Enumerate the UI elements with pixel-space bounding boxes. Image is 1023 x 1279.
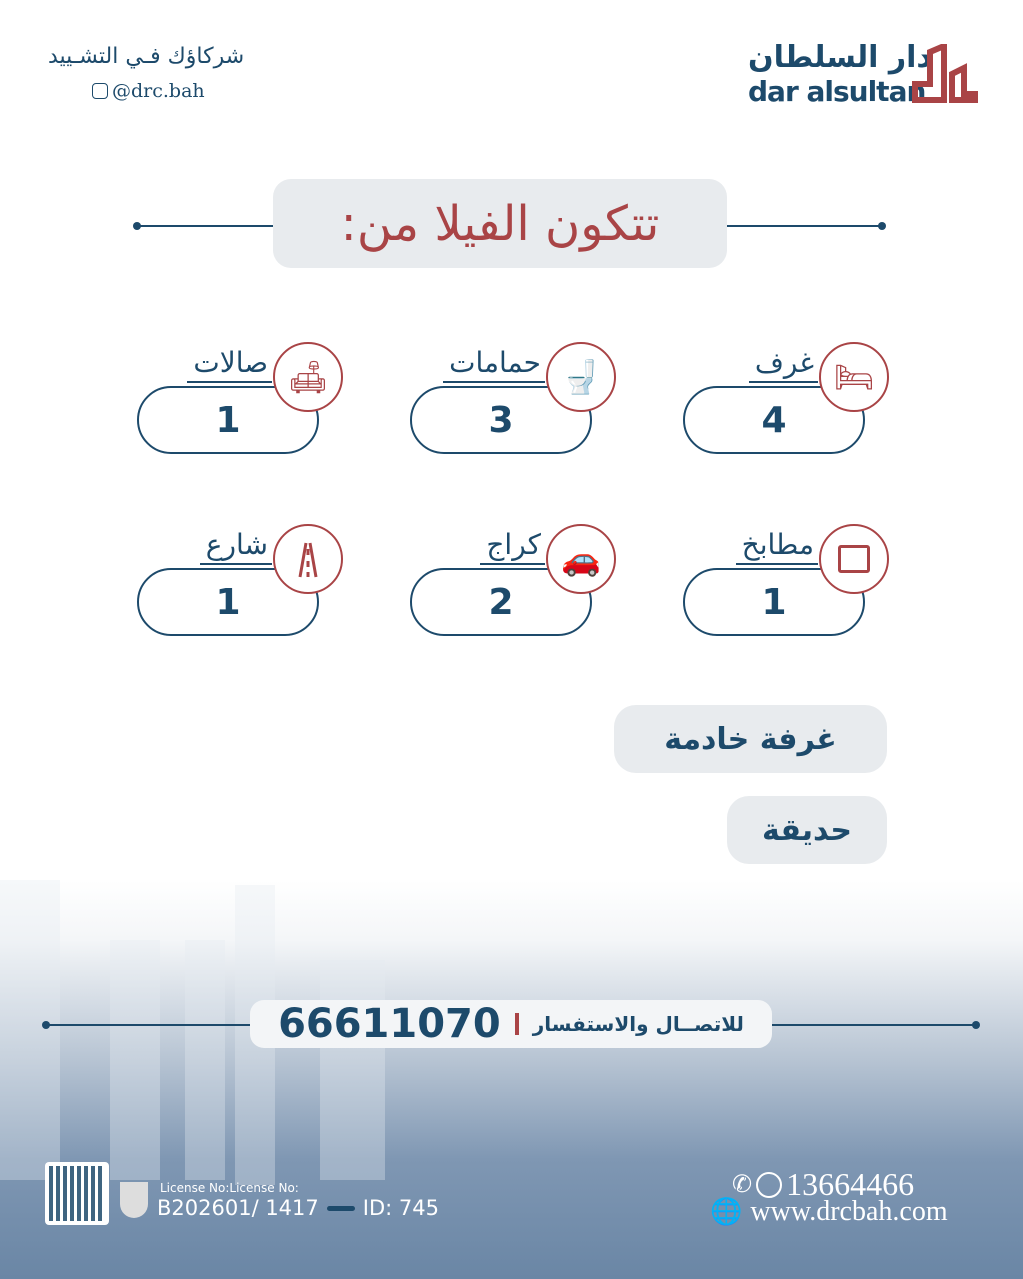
toilet-icon: 🚽 xyxy=(546,342,616,412)
title-line-right xyxy=(727,225,882,227)
instagram-handle[interactable]: @drc.bah xyxy=(92,80,205,102)
road-icon xyxy=(273,524,343,594)
license-id: ID: 745 xyxy=(362,1196,439,1220)
oven-icon xyxy=(819,524,889,594)
item-rooms: 4 غرف 🛏 xyxy=(683,336,913,456)
item-label: حمامات xyxy=(443,346,545,383)
footer-phone[interactable]: ✆ 13664466 xyxy=(732,1166,914,1203)
item-label: غرف xyxy=(748,346,818,383)
instagram-text: @drc.bah xyxy=(112,80,205,102)
license-label: License No:License No: xyxy=(160,1181,299,1195)
license-number: B202601/ 1417 xyxy=(157,1196,319,1220)
extra-maid-room: غرفة خادمة xyxy=(614,705,887,773)
phone-icon: ✆ xyxy=(732,1172,753,1198)
shield-emblem-icon xyxy=(120,1182,148,1218)
brand-name-ar: دار السلطان xyxy=(748,40,932,75)
slogan: شركاؤك فـي التشـييد xyxy=(48,44,245,69)
item-garage: 2 كراج 🚗 xyxy=(410,518,640,638)
title-line-left xyxy=(137,225,277,227)
item-kitchens: 1 مطابخ xyxy=(683,518,913,638)
footer-website[interactable]: 🌐 www.drcbah.com xyxy=(710,1196,948,1228)
separator xyxy=(514,1013,519,1035)
line-dot xyxy=(878,222,886,230)
line-dot xyxy=(42,1021,50,1029)
page-title: تتكون الفيلا من: xyxy=(273,179,727,268)
brand-name-en: dar alsultan xyxy=(748,75,926,108)
qr-code[interactable] xyxy=(45,1162,109,1225)
website-text: www.drcbah.com xyxy=(750,1196,948,1227)
globe-icon: 🌐 xyxy=(710,1197,743,1226)
contact-bar: 66611070 للاتصــال والاستفسار xyxy=(250,1000,772,1048)
dash xyxy=(326,1205,355,1211)
item-label: كراج xyxy=(480,528,545,565)
extra-garden: حديقة xyxy=(727,796,887,864)
line-dot xyxy=(972,1021,980,1029)
line-dot xyxy=(133,222,141,230)
contact-phone[interactable]: 66611070 xyxy=(278,1001,501,1047)
footer-phone-number: 13664466 xyxy=(786,1166,915,1202)
item-label: شارع xyxy=(199,528,272,565)
item-bathrooms: 3 حمامات 🚽 xyxy=(410,336,640,456)
sofa-icon: 🛋 xyxy=(273,342,343,412)
item-label: صالات xyxy=(187,346,272,383)
license-row: B202601/ 1417 ID: 745 xyxy=(157,1196,439,1220)
item-label: مطابخ xyxy=(735,528,818,565)
whatsapp-icon xyxy=(756,1171,783,1198)
footer-background xyxy=(0,880,1023,1279)
garage-car-icon: 🚗 xyxy=(546,524,616,594)
contact-label: للاتصــال والاستفسار xyxy=(532,1012,744,1036)
item-street: 1 شارع xyxy=(137,518,367,638)
item-halls: 1 صالات 🛋 xyxy=(137,336,367,456)
bed-icon: 🛏 xyxy=(819,342,889,412)
instagram-icon xyxy=(92,83,108,99)
logo-mark-icon xyxy=(912,44,978,103)
brand-logo: دار السلطان dar alsultan xyxy=(748,40,932,108)
